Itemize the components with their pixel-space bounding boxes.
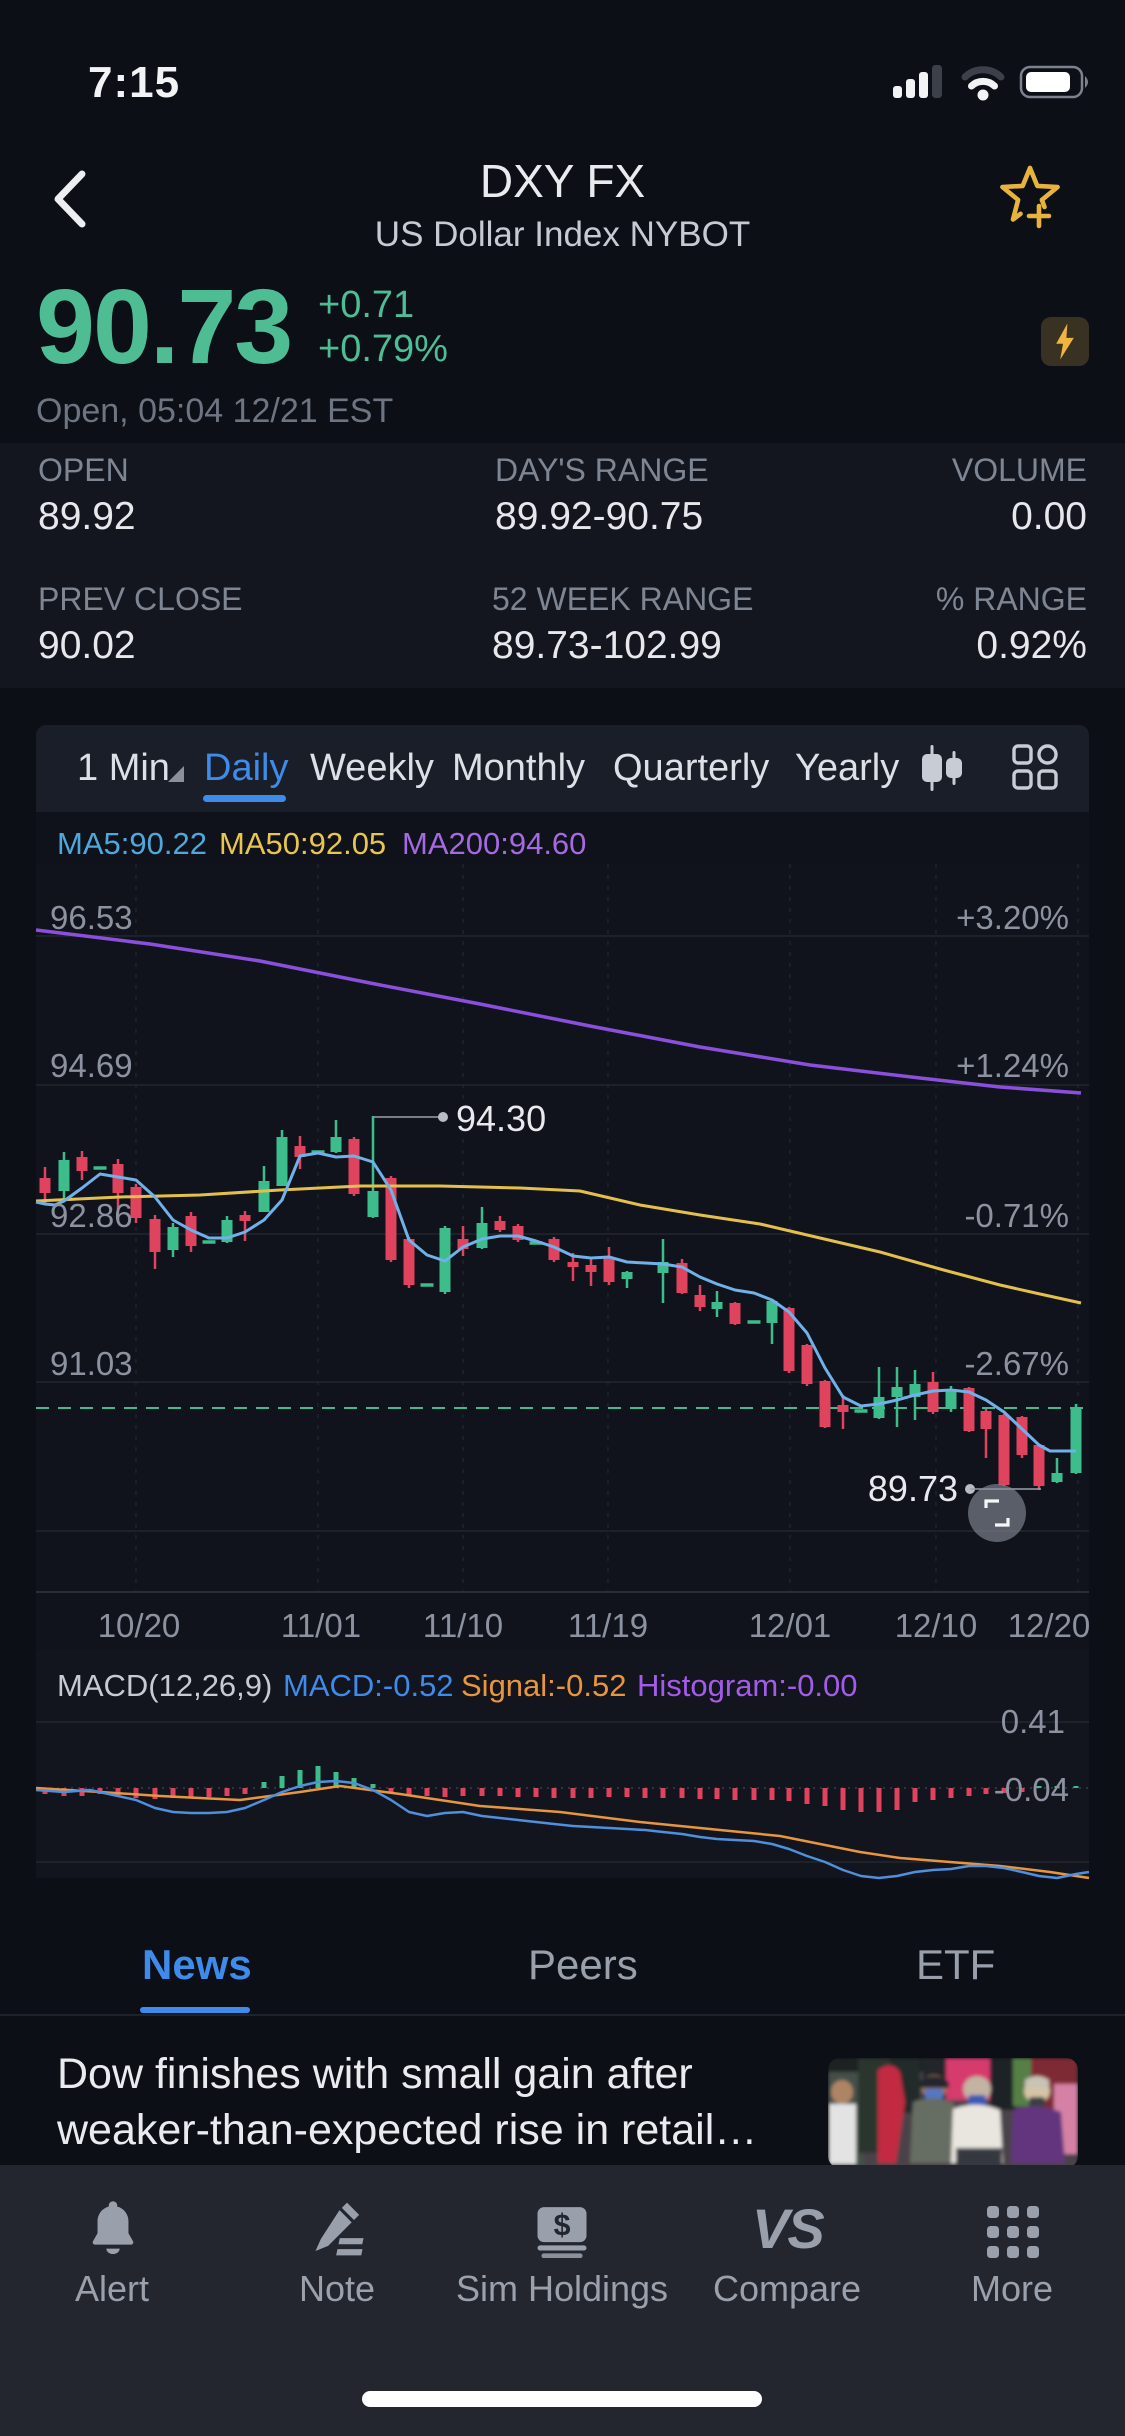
svg-text:11/19: 11/19: [568, 1607, 648, 1644]
svg-text:10/20: 10/20: [98, 1607, 181, 1644]
svg-text:-0.71%: -0.71%: [964, 1197, 1069, 1234]
svg-text:96.53: 96.53: [50, 899, 133, 936]
svg-text:-0.04: -0.04: [994, 1771, 1069, 1808]
svg-text:94.30: 94.30: [456, 1098, 546, 1139]
svg-text:12/20: 12/20: [1008, 1607, 1091, 1644]
svg-text:94.69: 94.69: [50, 1047, 133, 1084]
svg-text:$: $: [554, 2209, 571, 2242]
svg-text:-2.67%: -2.67%: [964, 1345, 1069, 1382]
svg-text:+1.24%: +1.24%: [956, 1047, 1069, 1084]
svg-text:92.86: 92.86: [50, 1197, 133, 1234]
svg-text:+3.20%: +3.20%: [956, 899, 1069, 936]
svg-text:12/10: 12/10: [895, 1607, 978, 1644]
svg-text:11/01: 11/01: [281, 1607, 361, 1644]
svg-text:89.73: 89.73: [868, 1468, 958, 1509]
svg-text:12/01: 12/01: [749, 1607, 832, 1644]
svg-text:11/10: 11/10: [423, 1607, 503, 1644]
svg-text:0.41: 0.41: [1001, 1703, 1065, 1740]
svg-text:91.03: 91.03: [50, 1345, 133, 1382]
